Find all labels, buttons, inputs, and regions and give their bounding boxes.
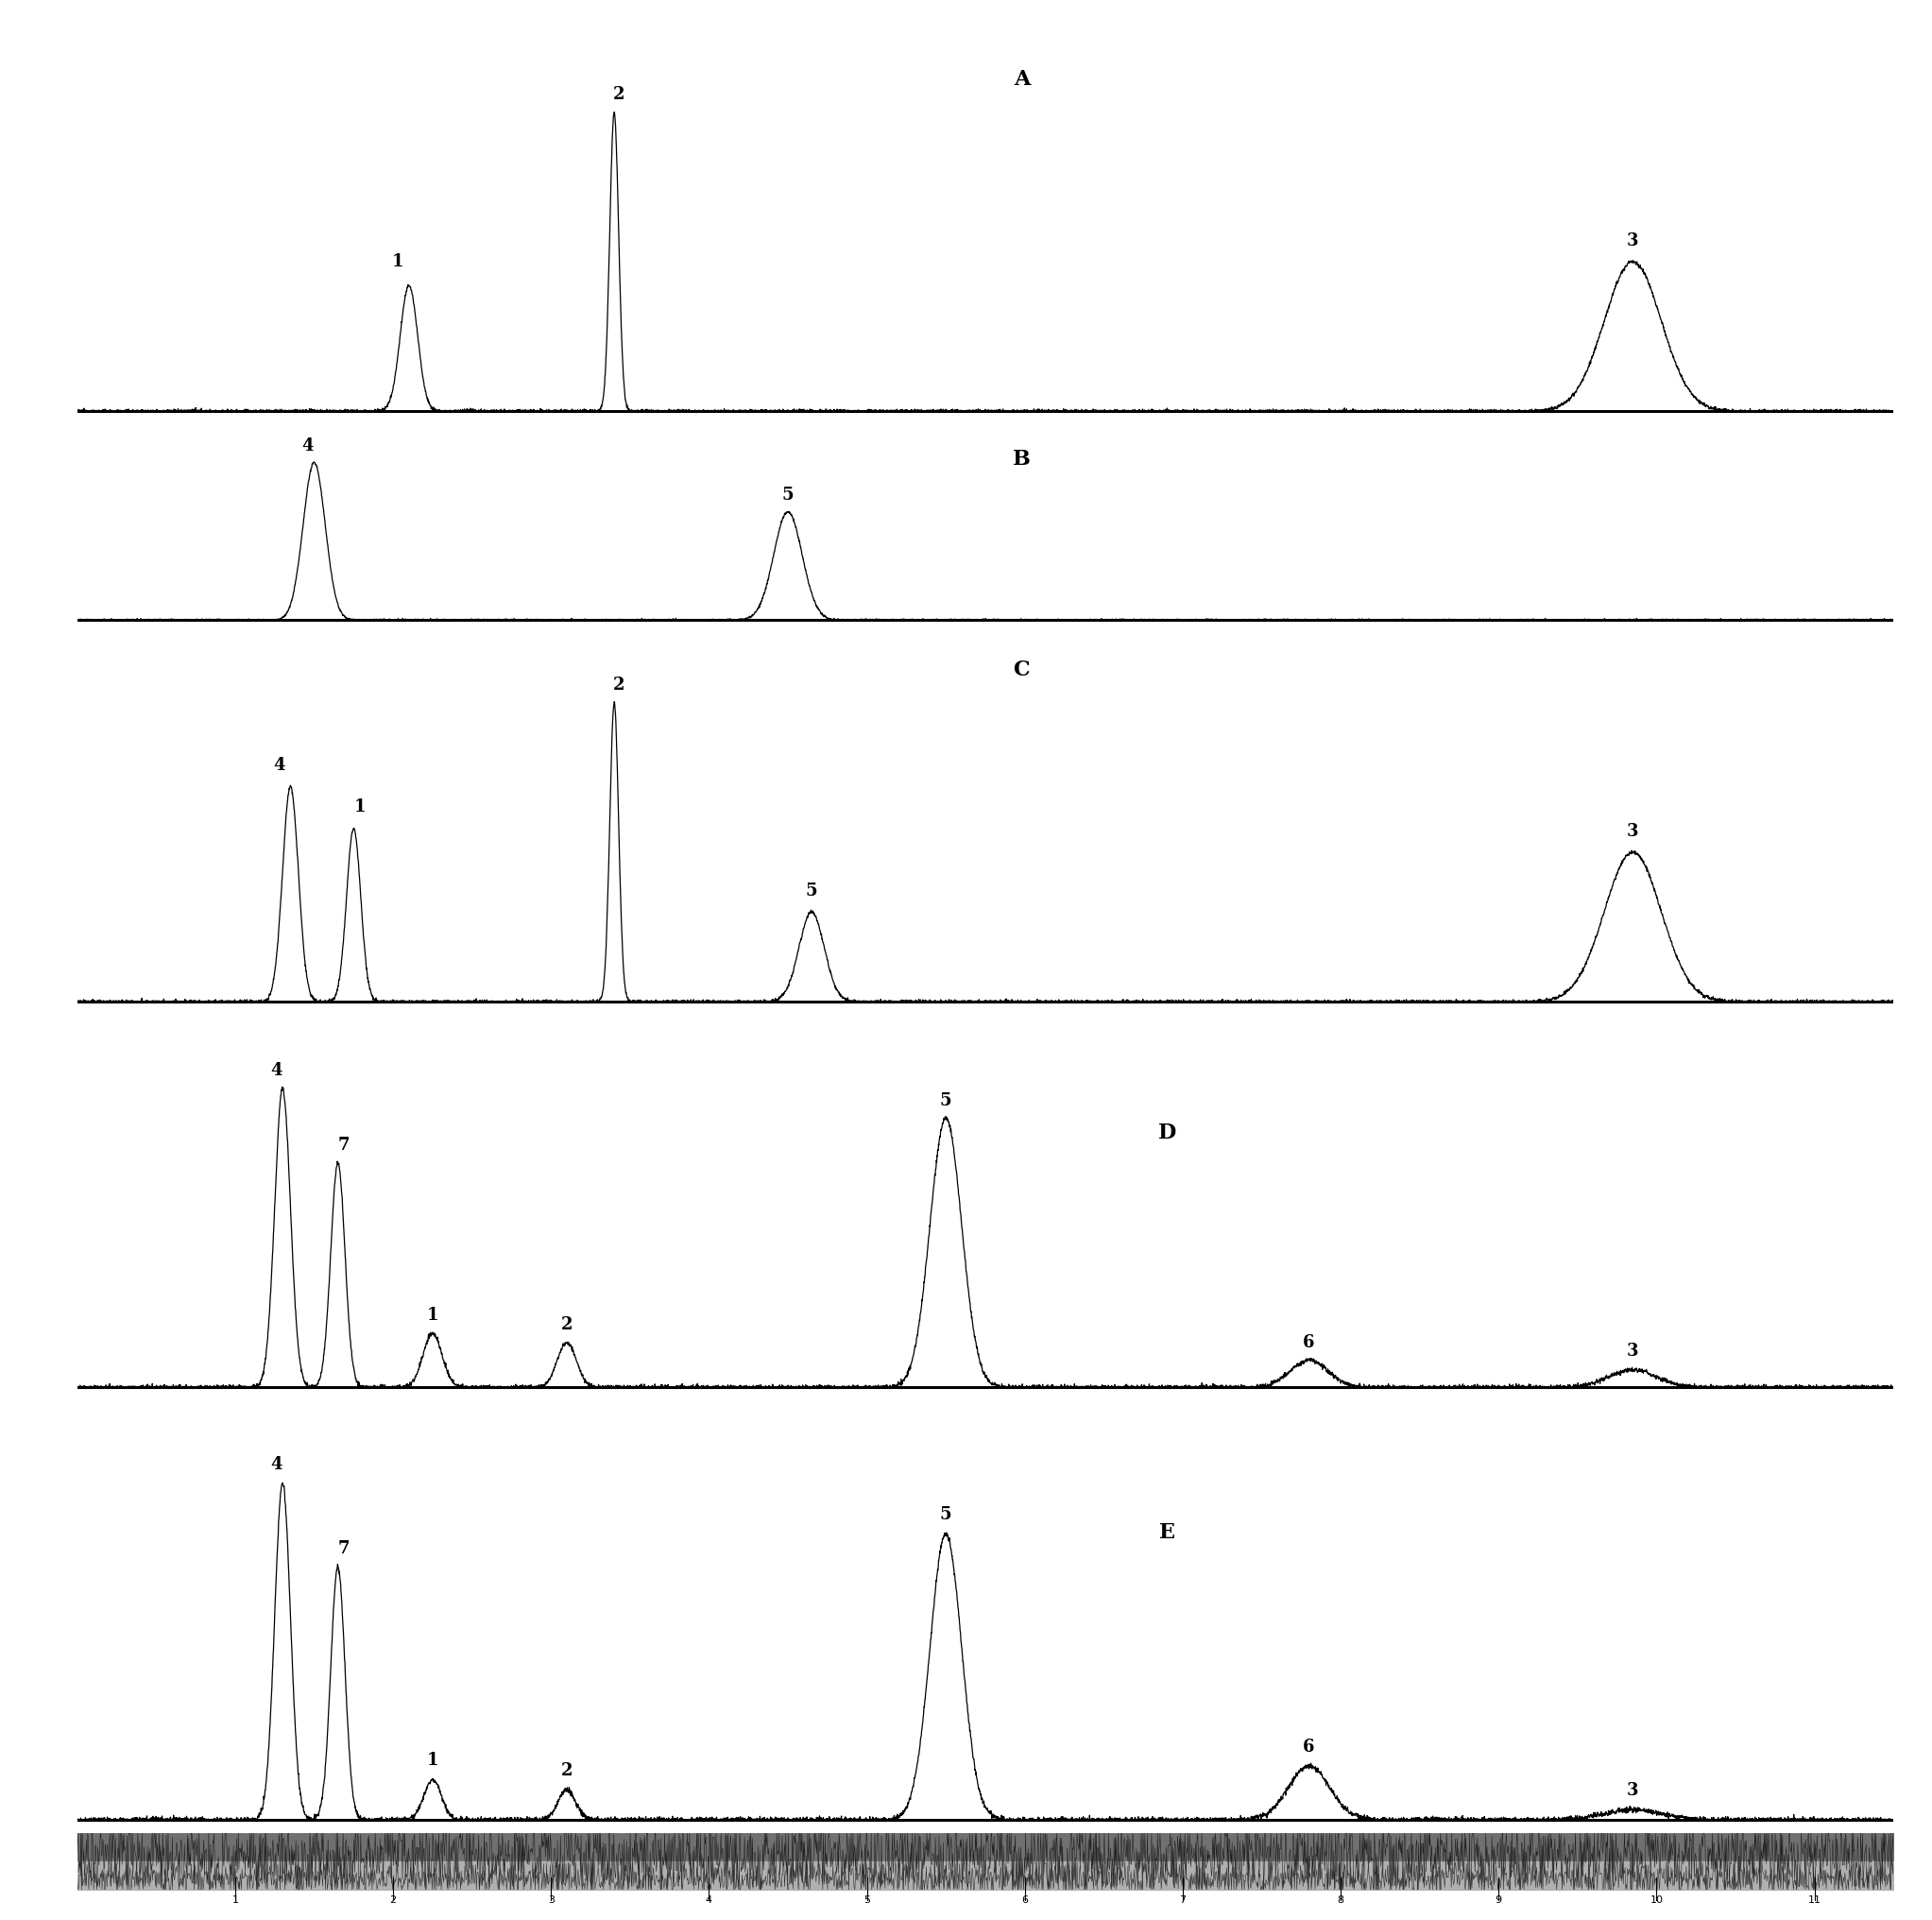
Text: 1: 1 <box>427 1751 439 1768</box>
Text: 4: 4 <box>270 1062 282 1079</box>
Text: 2: 2 <box>560 1761 572 1778</box>
Text: 11: 11 <box>1808 1893 1822 1903</box>
Text: 6: 6 <box>1304 1738 1316 1755</box>
Text: 7: 7 <box>1179 1893 1186 1903</box>
Text: 2: 2 <box>612 676 624 693</box>
Text: 7: 7 <box>338 1540 350 1555</box>
Text: E: E <box>1159 1521 1175 1542</box>
Text: 6: 6 <box>1304 1332 1316 1350</box>
Text: 8: 8 <box>1337 1893 1345 1903</box>
Text: 2: 2 <box>560 1315 572 1332</box>
Text: 10: 10 <box>1650 1893 1663 1903</box>
Text: D: D <box>1157 1121 1177 1142</box>
Text: 4: 4 <box>270 1455 282 1473</box>
Text: 3: 3 <box>1627 232 1638 250</box>
Text: 3: 3 <box>1627 1342 1638 1359</box>
Text: 5: 5 <box>939 1505 952 1523</box>
Text: 5: 5 <box>782 486 794 503</box>
Text: 7: 7 <box>338 1137 350 1154</box>
Text: C: C <box>1012 660 1030 680</box>
Text: 5: 5 <box>939 1091 952 1108</box>
Text: 3: 3 <box>1627 1782 1638 1797</box>
Text: 4: 4 <box>274 756 286 774</box>
Text: 5: 5 <box>864 1893 869 1903</box>
Text: 3: 3 <box>1627 822 1638 839</box>
Text: 2: 2 <box>390 1893 396 1903</box>
Text: 4: 4 <box>301 438 313 455</box>
Text: 2: 2 <box>612 86 624 102</box>
Text: 1: 1 <box>354 799 365 816</box>
Text: 1: 1 <box>392 253 404 271</box>
Text: 6: 6 <box>1022 1893 1028 1903</box>
Text: 1: 1 <box>232 1893 238 1903</box>
Text: 9: 9 <box>1495 1893 1501 1903</box>
Text: B: B <box>1012 449 1030 468</box>
Text: 1: 1 <box>427 1306 439 1323</box>
Text: A: A <box>1014 69 1030 90</box>
Text: 3: 3 <box>549 1893 554 1903</box>
Text: 5: 5 <box>806 881 817 899</box>
Text: 4: 4 <box>705 1893 713 1903</box>
